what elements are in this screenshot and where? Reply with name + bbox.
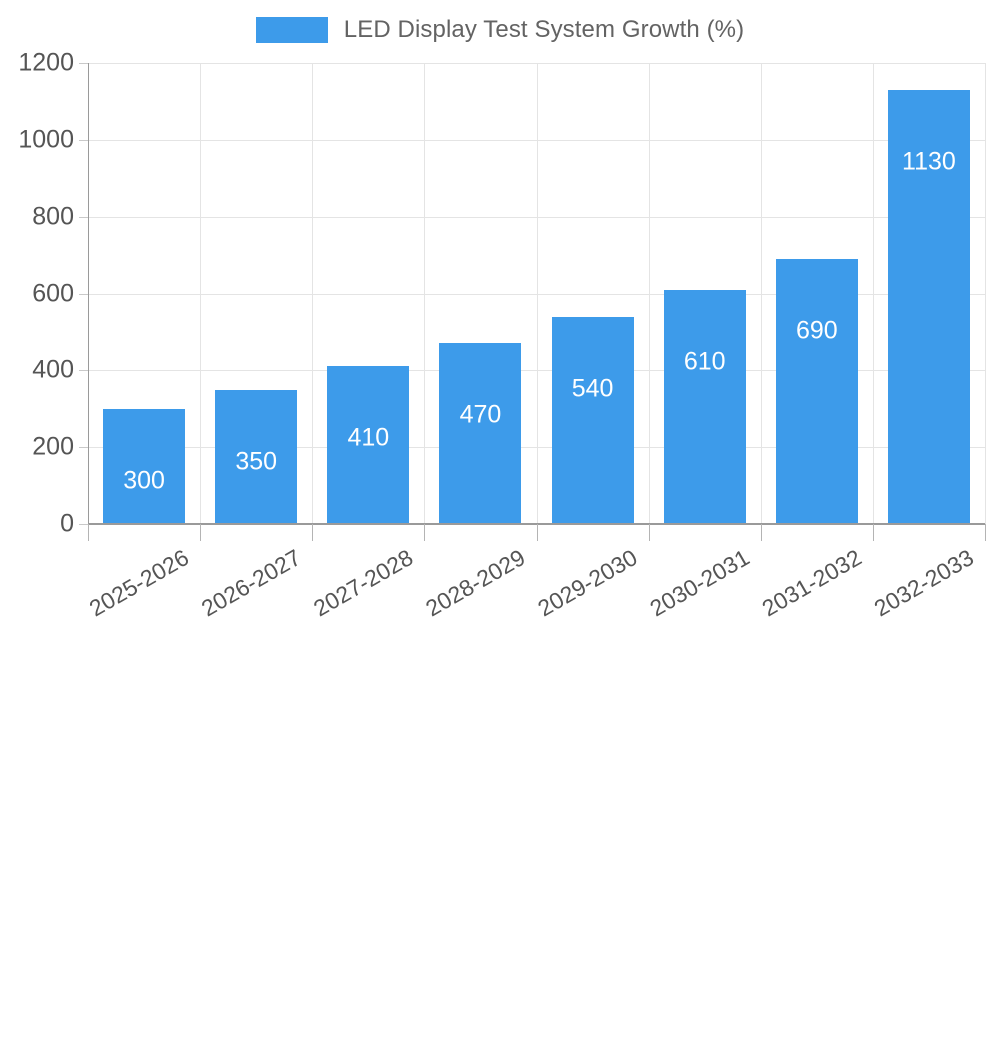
bar-value-label: 300 xyxy=(123,466,165,495)
bar[interactable] xyxy=(551,316,634,524)
bar-value-label: 1130 xyxy=(902,147,956,176)
x-tick-mark xyxy=(760,524,762,541)
y-tick-label: 1000 xyxy=(18,125,74,154)
bar-value-label: 350 xyxy=(235,447,278,476)
y-tick-label: 400 xyxy=(32,355,74,384)
gridline-vertical xyxy=(536,63,538,524)
bar[interactable] xyxy=(103,408,186,524)
y-tick-mark xyxy=(79,216,88,218)
bar[interactable] xyxy=(327,366,410,524)
y-tick-mark xyxy=(79,447,88,449)
bar-value-label: 690 xyxy=(795,316,838,345)
x-tick-label: 2032-2033 xyxy=(869,544,978,622)
bar[interactable] xyxy=(775,258,858,524)
x-tick-mark xyxy=(872,524,874,541)
x-tick-mark xyxy=(536,524,538,541)
bar-value-label: 410 xyxy=(347,423,390,452)
plot-area: 300 350 410 470 540 610 690 1130 xyxy=(88,63,986,525)
legend-swatch-icon xyxy=(255,17,328,43)
y-tick-label: 1200 xyxy=(18,48,74,77)
gridline-vertical xyxy=(985,63,986,524)
gridline-vertical xyxy=(200,63,202,524)
y-axis-line xyxy=(88,63,89,524)
y-tick-mark xyxy=(79,293,88,295)
bar[interactable] xyxy=(215,389,298,524)
chart-legend: LED Display Test System Growth (%) xyxy=(0,14,1000,46)
x-tick-mark xyxy=(424,524,426,541)
x-tick-mark xyxy=(985,524,986,541)
x-tick-mark xyxy=(88,524,89,541)
x-tick-mark xyxy=(648,524,650,541)
legend-label: LED Display Test System Growth (%) xyxy=(343,16,745,43)
x-tick-mark xyxy=(312,524,314,541)
bar[interactable] xyxy=(887,89,970,524)
bar-value-label: 610 xyxy=(683,347,726,376)
y-tick-label: 800 xyxy=(32,202,74,231)
bar-chart: LED Display Test System Growth (%) 300 35… xyxy=(0,14,1000,622)
bar[interactable] xyxy=(663,289,746,524)
gridline-vertical xyxy=(760,63,762,524)
bar[interactable] xyxy=(439,343,522,524)
gridline-vertical xyxy=(424,63,426,524)
y-tick-mark xyxy=(79,370,88,372)
y-tick-label: 600 xyxy=(32,279,74,307)
x-tick-mark xyxy=(200,524,202,541)
bar-value-label: 540 xyxy=(571,374,614,403)
gridline-vertical xyxy=(648,63,650,524)
gridline-vertical xyxy=(872,63,874,524)
y-tick-label: 0 xyxy=(60,509,74,538)
gridline-vertical xyxy=(312,63,314,524)
y-tick-mark xyxy=(79,63,88,64)
y-tick-label: 200 xyxy=(32,432,74,461)
y-tick-mark xyxy=(79,524,88,525)
bar-value-label: 470 xyxy=(459,400,502,429)
y-tick-mark xyxy=(79,139,88,141)
